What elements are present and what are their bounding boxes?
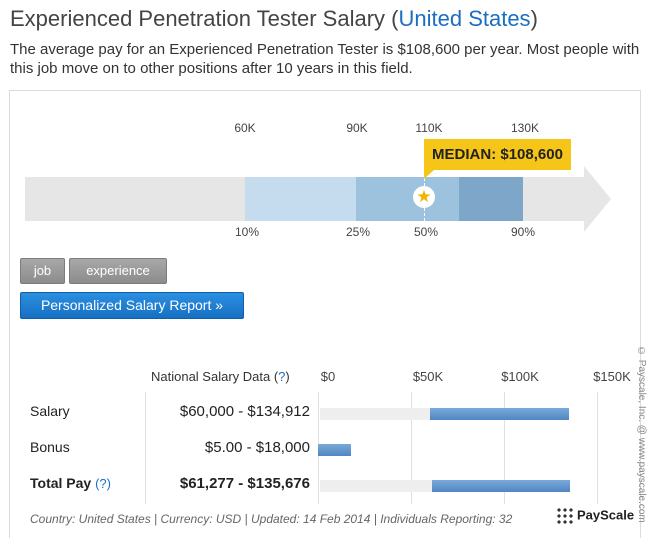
median-star-icon: ★ (413, 186, 435, 208)
axis-tick-100k: $100K (501, 369, 539, 384)
country-link[interactable]: United States (398, 6, 531, 31)
axis-line-100k (504, 392, 505, 504)
copyright-text: © Payscale, Inc. @ www.payscale.com (636, 346, 647, 523)
percentile-segment-10-25 (245, 177, 356, 221)
percentile-tick-25: 25% (345, 225, 371, 239)
median-pointer (424, 170, 434, 179)
percentile-segment-75-90 (459, 177, 523, 221)
row-bar-total-pay (431, 480, 571, 492)
percentile-tick-50: 50% (413, 225, 439, 239)
payscale-logo[interactable]: PayScale (556, 507, 634, 525)
top-tick-90k: 90K (346, 121, 368, 135)
row-range-salary: $60,000 - $134,912 (179, 403, 310, 420)
row-bar-bonus (318, 444, 352, 456)
axis-line-150k (597, 392, 598, 504)
table-divider (145, 392, 146, 504)
salary-description: The average pay for an Experienced Penet… (10, 41, 640, 77)
chip-job[interactable]: job (20, 258, 65, 284)
percentile-tick-10: 10% (234, 225, 260, 239)
national-salary-header: National Salary Data (?) (151, 369, 290, 384)
page-title: Experienced Penetration Tester Salary (U… (10, 6, 538, 31)
row-range-bonus: $5.00 - $18,000 (204, 439, 310, 456)
top-tick-60k: 60K (234, 121, 256, 135)
row-range-total-pay: $61,277 - $135,676 (179, 475, 310, 492)
help-link[interactable]: ? (278, 369, 286, 384)
axis-tick-0: $0 (320, 369, 336, 384)
total-pay-help-link[interactable]: (?) (95, 476, 111, 491)
row-label-total-pay: Total Pay (?) (30, 475, 111, 491)
percentile-tick-90: 90% (510, 225, 536, 239)
personalized-report-button[interactable]: Personalized Salary Report » (20, 292, 244, 319)
axis-line-50k (411, 392, 412, 504)
footer-meta: Country: United States | Currency: USD |… (30, 512, 513, 526)
top-tick-110k: 110K (415, 121, 443, 135)
row-bar-salary (429, 408, 569, 420)
top-tick-130k: 130K (510, 121, 540, 135)
salary-panel (9, 90, 641, 538)
row-label-bonus: Bonus (30, 439, 70, 455)
axis-tick-50k: $50K (412, 369, 444, 384)
median-label: MEDIAN: $108,600 (424, 139, 571, 170)
axis-tick-150k: $150K (593, 369, 631, 384)
row-label-salary: Salary (30, 403, 70, 419)
payscale-dots-icon (556, 507, 574, 525)
percentile-segment-25-75 (356, 177, 459, 221)
salary-range-arrowhead (584, 166, 611, 232)
chip-experience[interactable]: experience (69, 258, 167, 284)
